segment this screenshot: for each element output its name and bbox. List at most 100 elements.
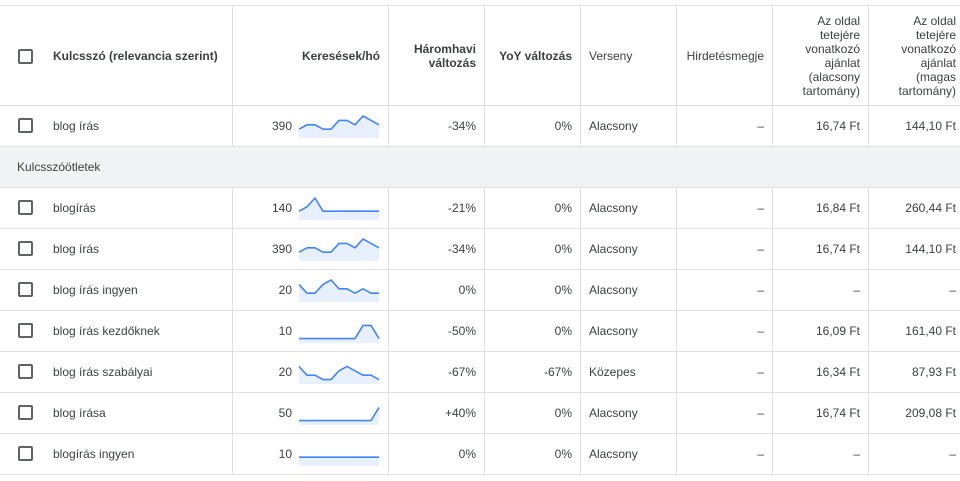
bid-high-cell: 87,93 Ft [911, 365, 956, 379]
bid-high-cell: – [949, 283, 956, 297]
bid-high-cell: 209,08 Ft [905, 406, 956, 420]
bid-low-cell: 16,74 Ft [815, 406, 860, 420]
keyword-cell: blogírás ingyen [53, 447, 135, 461]
three-month-cell: 0% [458, 447, 476, 461]
keyword-cell: blog írás szabályai [53, 365, 153, 379]
col-bid-low-header-line: Az oldal [817, 13, 860, 28]
keyword-cell: blog írás ingyen [53, 283, 138, 297]
row-checkbox[interactable] [18, 200, 33, 215]
three-month-cell: -21% [447, 201, 476, 215]
ad-share-cell: – [757, 242, 764, 256]
three-month-cell: +40% [444, 406, 476, 420]
bid-low-cell: 16,74 Ft [815, 242, 860, 256]
col-bid-high-header-line: vonatkozó [901, 41, 956, 56]
col-competition-header[interactable]: Verseny [589, 48, 633, 63]
three-month-cell: 0% [458, 283, 476, 297]
searches-cell: 20 [278, 365, 292, 379]
trend-sparkline [298, 197, 379, 220]
trend-sparkline [299, 456, 379, 466]
col-bid-low-header-line: tetejére [819, 27, 860, 42]
row-checkbox[interactable] [18, 446, 33, 461]
table-row[interactable]: blog írás szabályai 20 -67% -67% Közepes… [0, 352, 960, 393]
trend-sparkline [298, 365, 380, 384]
yoy-cell: 0% [554, 283, 572, 297]
ad-share-cell: – [757, 119, 764, 133]
competition-cell: Alacsony [589, 242, 638, 256]
yoy-cell: 0% [554, 447, 572, 461]
col-three-month-header[interactable]: Háromhavi változás [392, 6, 476, 105]
bid-low-cell: 16,84 Ft [815, 201, 860, 215]
col-searches-header[interactable]: Keresések/hó [301, 48, 380, 63]
sparkline-line [299, 324, 380, 340]
table-row[interactable]: blog írás kezdőknek 10 -50% 0% Alacsony … [0, 311, 960, 352]
col-bid-low-header[interactable]: Az oldal tetejére vonatkozó ajánlat (ala… [776, 6, 860, 105]
sparkline-line [298, 197, 379, 212]
bid-high-cell: 260,44 Ft [905, 201, 956, 215]
bid-low-cell: – [853, 447, 860, 461]
col-bid-high-header-line: tetejére [915, 27, 956, 42]
sparkline-line [298, 279, 379, 294]
competition-cell: Alacsony [589, 283, 638, 297]
three-month-cell: -50% [447, 324, 476, 338]
row-checkbox[interactable] [18, 323, 33, 338]
row-checkbox[interactable] [18, 282, 33, 297]
col-bid-high-header-line: (magas [915, 69, 956, 84]
section-label: Kulcsszóötletek [17, 160, 101, 174]
sparkline-area [299, 280, 379, 302]
yoy-cell: 0% [554, 324, 572, 338]
trend-sparkline [299, 406, 380, 425]
searches-cell: 10 [278, 447, 292, 461]
competition-cell: Közepes [589, 365, 636, 379]
sparkline-area [299, 116, 379, 138]
ad-share-cell: – [757, 324, 764, 338]
select-all-checkbox[interactable] [18, 49, 33, 64]
col-bid-high-header[interactable]: Az oldal tetejére vonatkozó ajánlat (mag… [872, 6, 956, 105]
col-bid-low-header-line: tartomány) [802, 83, 860, 98]
col-keyword-header[interactable]: Kulcsszó (relevancia szerint) [53, 48, 218, 63]
row-checkbox[interactable] [18, 241, 33, 256]
table-row[interactable]: blog írás ingyen 20 0% 0% Alacsony – – – [0, 270, 960, 311]
trend-sparkline [298, 115, 380, 138]
bid-high-cell: 144,10 Ft [905, 242, 956, 256]
col-bid-high-header-line: ajánlat [920, 55, 956, 70]
competition-cell: Alacsony [589, 201, 638, 215]
col-bid-low-header-line: vonatkozó [805, 41, 860, 56]
ad-share-cell: – [757, 283, 764, 297]
row-checkbox[interactable] [18, 405, 33, 420]
yoy-cell: 0% [554, 406, 572, 420]
table-header: Kulcsszó (relevancia szerint) Keresések/… [0, 5, 960, 106]
col-ad-share-header[interactable]: Hirdetésmegje [686, 48, 764, 63]
table-row[interactable]: blog írás 390 -34% 0% Alacsony – 16,74 F… [0, 106, 960, 147]
bid-high-cell: 161,40 Ft [905, 324, 956, 338]
trend-sparkline [299, 324, 380, 343]
table-row[interactable]: blog írása 50 +40% 0% Alacsony – 16,74 F… [0, 393, 960, 434]
row-checkbox[interactable] [18, 118, 33, 133]
sparkline-line [298, 238, 380, 253]
bid-low-cell: – [853, 283, 860, 297]
three-month-cell: -34% [447, 242, 476, 256]
yoy-cell: -67% [543, 365, 572, 379]
sparkline-area [299, 198, 379, 220]
sparkline-line [298, 365, 380, 381]
col-bid-low-header-line: (alacsony [808, 69, 860, 84]
table-row[interactable]: blogírás 140 -21% 0% Alacsony – 16,84 Ft… [0, 188, 960, 229]
col-three-month-header-line: változás [428, 55, 476, 70]
col-yoy-header[interactable]: YoY változás [499, 48, 572, 63]
ad-share-cell: – [757, 365, 764, 379]
three-month-cell: -34% [447, 119, 476, 133]
competition-cell: Alacsony [589, 324, 638, 338]
ad-share-cell: – [757, 201, 764, 215]
keyword-cell: blog írás [53, 242, 100, 256]
table-row[interactable]: blog írás 390 -34% 0% Alacsony – 16,74 F… [0, 229, 960, 270]
bid-low-cell: 16,74 Ft [815, 119, 860, 133]
searches-cell: 140 [271, 201, 292, 215]
competition-cell: Alacsony [589, 119, 638, 133]
yoy-cell: 0% [554, 119, 572, 133]
table-row[interactable]: blogírás ingyen 10 0% 0% Alacsony – – – [0, 434, 960, 475]
yoy-cell: 0% [554, 242, 572, 256]
sparkline-area [299, 239, 379, 261]
searches-cell: 390 [271, 119, 292, 133]
row-checkbox[interactable] [18, 364, 33, 379]
bid-high-cell: – [949, 447, 956, 461]
col-three-month-header-line: Háromhavi [413, 41, 476, 56]
